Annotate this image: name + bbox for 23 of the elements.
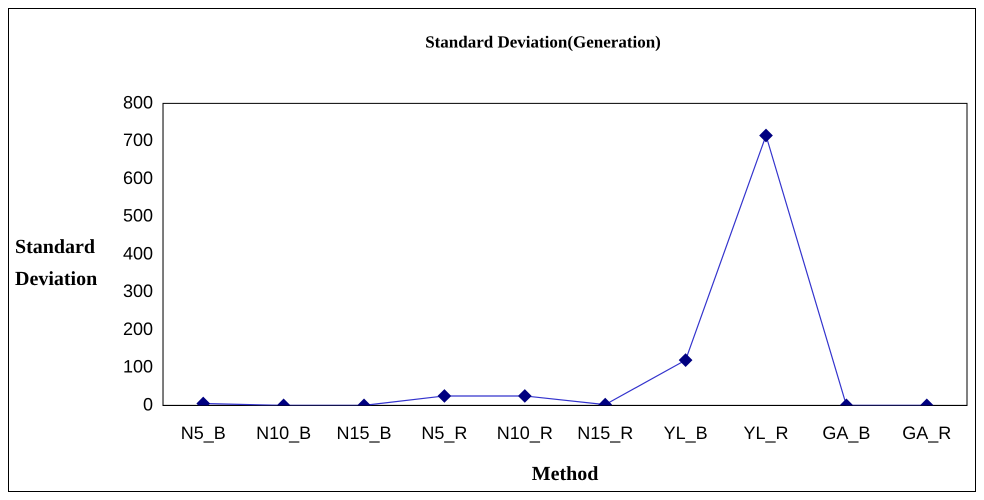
point [759, 128, 773, 142]
y-tick-label: 400 [122, 243, 154, 264]
x-tick-label: N15_B [336, 423, 392, 444]
y-tick-label: 0 [143, 394, 154, 414]
x-tick-label: N5_R [421, 423, 468, 444]
y-tick-label: 600 [122, 168, 154, 188]
x-tick-label: N10_R [496, 423, 553, 444]
x-tick-label: N10_B [256, 423, 312, 444]
y-tick-label: 200 [122, 318, 154, 339]
y-axis-title: Standard Deviation [15, 235, 98, 292]
x-tick-label: GA_R [902, 423, 952, 444]
y-tick-label: 800 [122, 92, 154, 112]
y-tick-label: 500 [122, 206, 154, 226]
x-tick-label: N15_R [577, 423, 634, 444]
x-tick-label: N5_B [180, 423, 226, 444]
y-tick-label: 300 [122, 281, 154, 302]
y-tick-label: 100 [122, 356, 154, 377]
x-tick-label: YL_B [664, 423, 708, 444]
x-tick-label: YL_R [743, 423, 789, 444]
chart-title: Standard Deviation(Generation) [425, 32, 661, 52]
x-axis-title: Method [532, 463, 598, 486]
x-tick-label: GA_B [822, 423, 870, 444]
y-tick-label: 700 [122, 130, 154, 150]
